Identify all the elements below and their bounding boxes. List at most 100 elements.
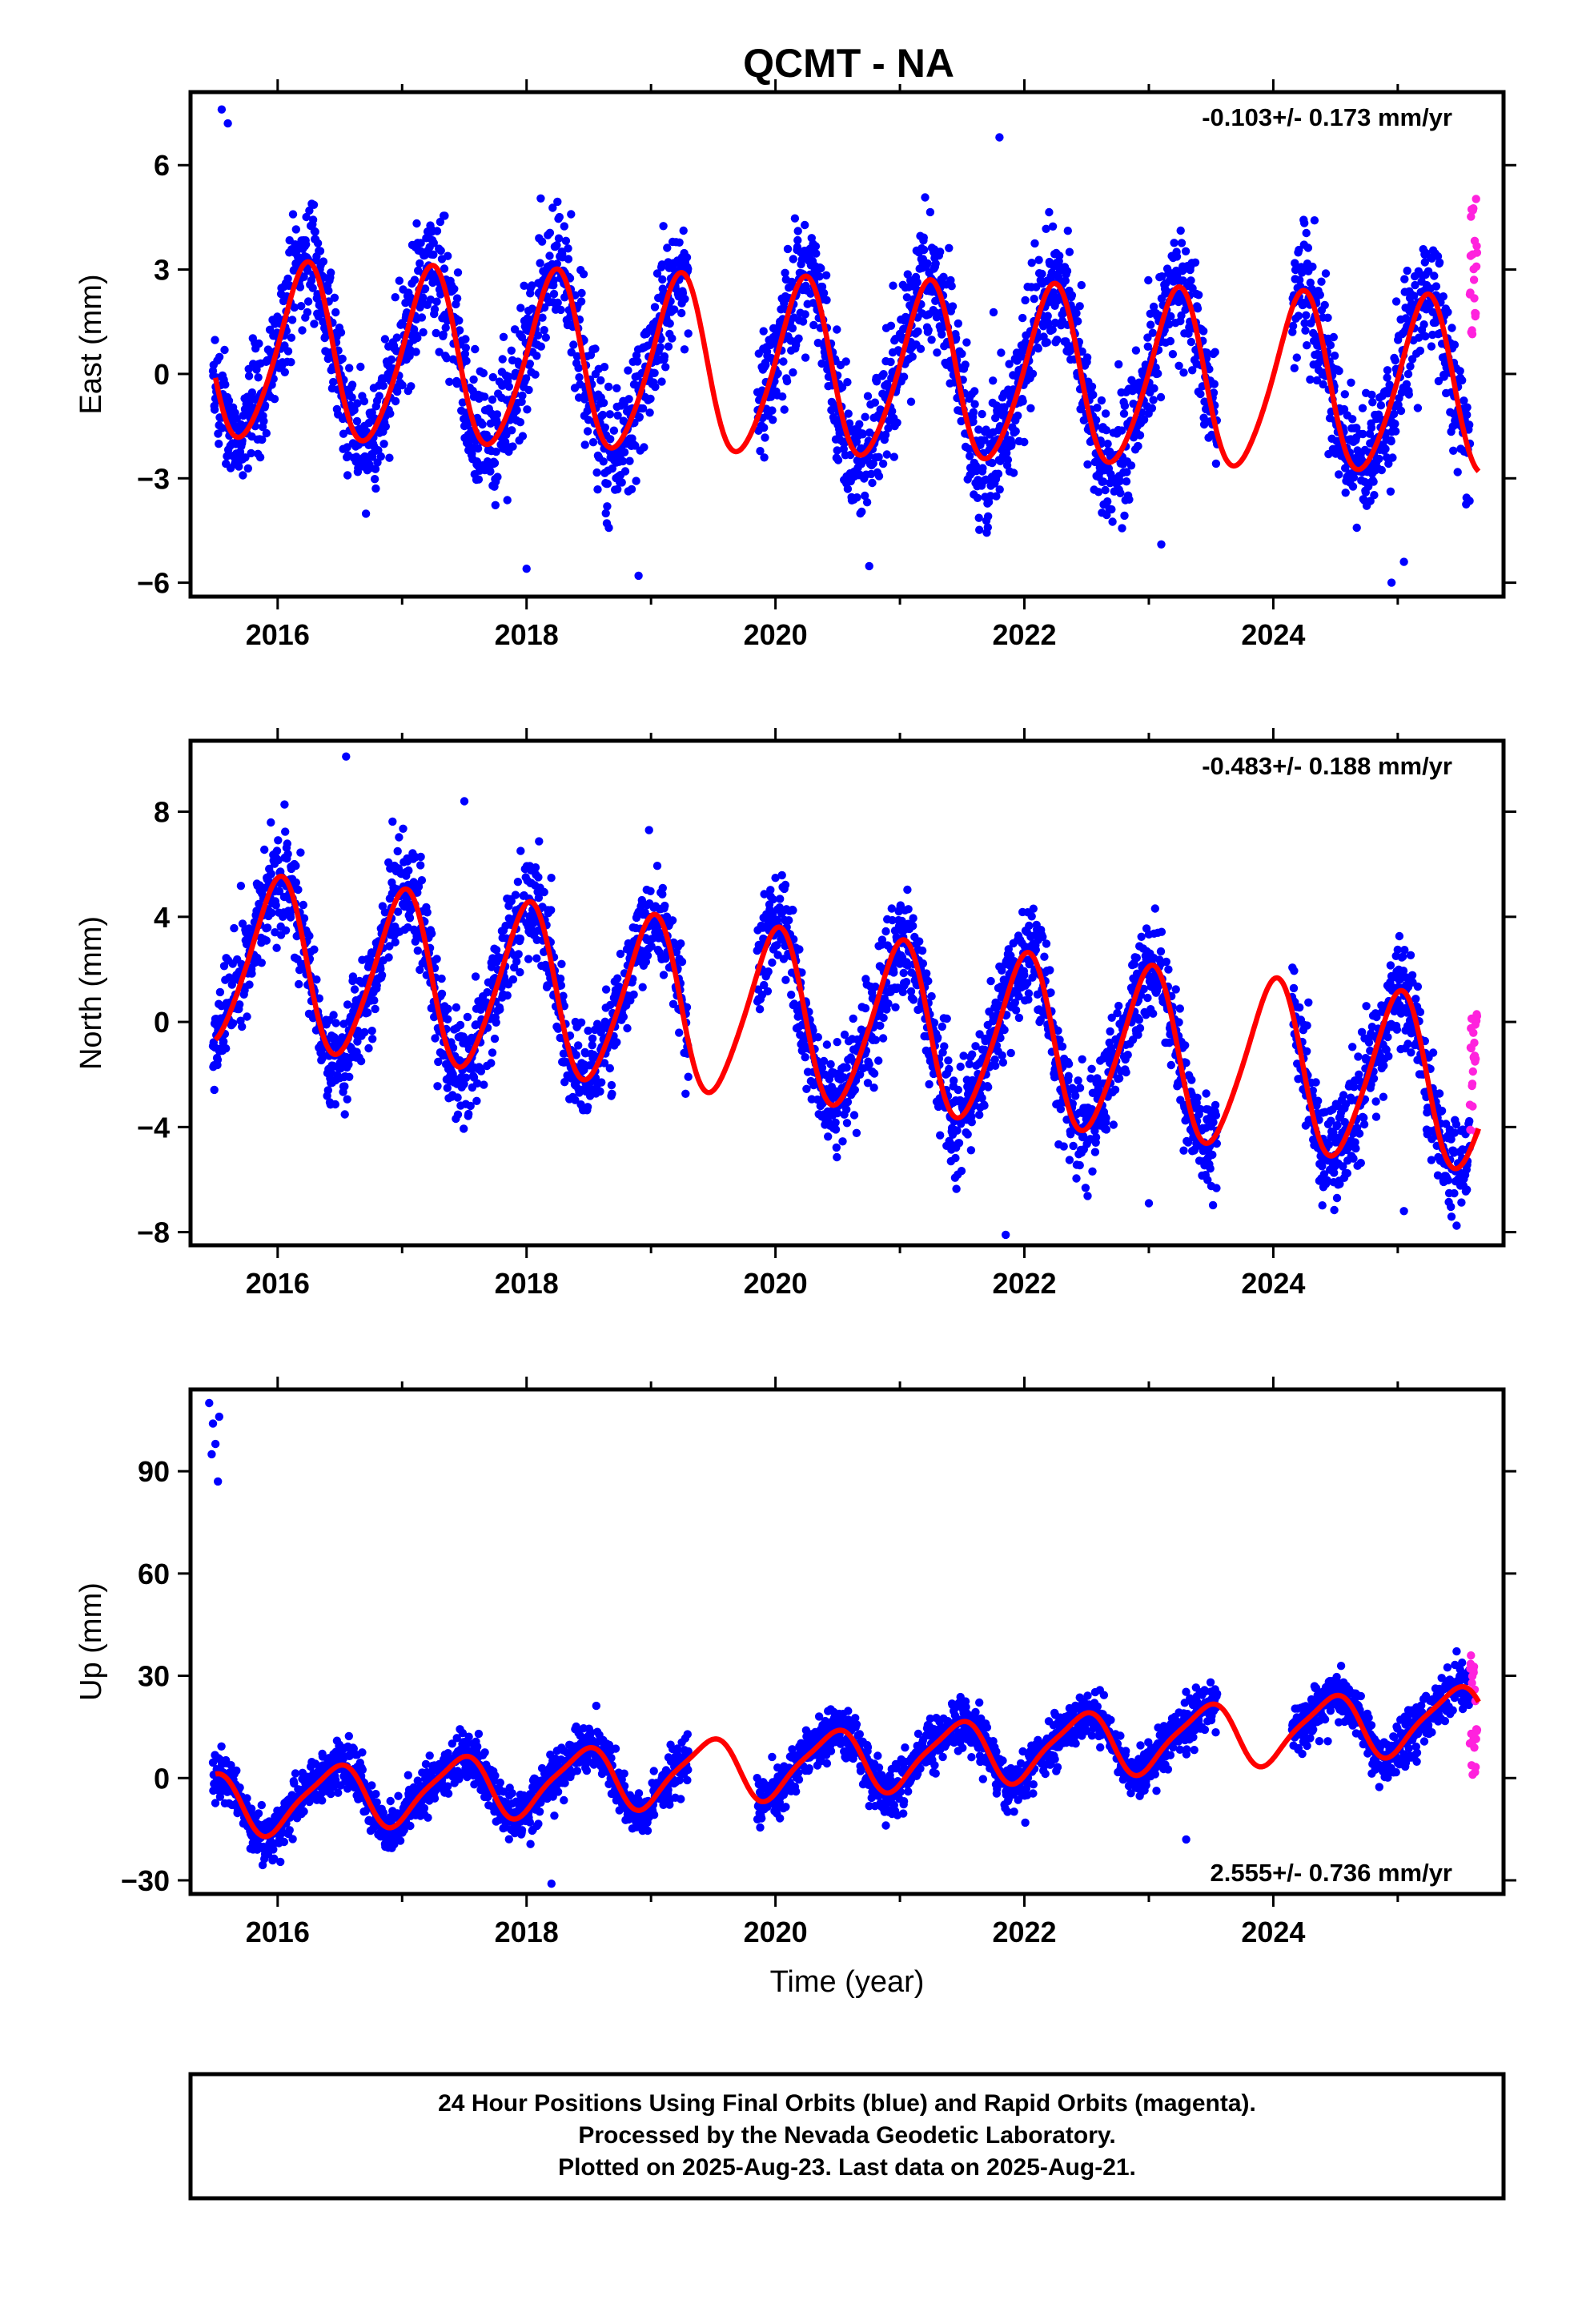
data-point-final — [295, 283, 305, 292]
data-point-final — [440, 264, 449, 273]
data-point-final — [359, 396, 369, 406]
data-point-final — [863, 392, 873, 400]
data-point-final — [549, 289, 559, 299]
data-point-final — [429, 250, 438, 259]
data-point-final — [1061, 276, 1070, 285]
data-point-final — [374, 446, 383, 455]
data-point-final — [934, 1033, 942, 1042]
data-point-final — [474, 475, 484, 484]
data-point-final — [429, 239, 438, 247]
data-point-final — [1352, 523, 1361, 533]
data-point-final — [267, 908, 276, 918]
data-point-final — [356, 1056, 366, 1066]
data-point-final — [969, 408, 978, 416]
data-point-final — [1120, 401, 1130, 410]
data-point-final — [569, 340, 578, 349]
data-point-final — [1366, 497, 1375, 505]
data-point-final — [456, 1020, 465, 1030]
data-point-final — [305, 931, 314, 940]
data-point-final — [1292, 353, 1302, 362]
data-point-final — [923, 259, 932, 268]
data-point-final — [308, 215, 318, 224]
data-point-final — [980, 436, 989, 444]
data-point-final — [1290, 364, 1299, 372]
data-point-final — [681, 1089, 690, 1099]
data-point-final — [1170, 239, 1178, 247]
data-point-final — [1387, 436, 1395, 446]
data-point-final — [764, 967, 773, 976]
data-point-final — [617, 478, 626, 487]
data-point-final — [340, 1082, 349, 1091]
data-point-final — [395, 833, 404, 842]
data-point-final — [1166, 336, 1175, 346]
data-point-final — [624, 395, 633, 404]
data-point-final — [973, 493, 982, 502]
data-point-final — [257, 959, 266, 967]
data-point-final — [416, 259, 424, 268]
data-point-final — [801, 1053, 809, 1062]
data-point-final — [849, 1111, 859, 1120]
data-point-final — [416, 852, 425, 862]
data-point-final — [1108, 517, 1117, 526]
data-point-final — [1148, 328, 1158, 337]
data-point-final — [1043, 312, 1052, 320]
data-point-final — [579, 270, 588, 279]
data-point-final — [1303, 341, 1311, 350]
data-point-final — [223, 119, 232, 128]
data-point-final — [833, 446, 841, 455]
data-point-final — [1294, 312, 1303, 320]
data-point-final — [255, 452, 265, 462]
data-point-final — [957, 1167, 966, 1176]
data-point-final — [781, 268, 789, 277]
data-point-final — [508, 975, 518, 984]
data-point-final — [879, 370, 888, 379]
data-point-final — [1443, 308, 1452, 316]
data-point-final — [548, 203, 557, 212]
data-point-final — [350, 985, 359, 994]
data-point-final — [843, 485, 853, 493]
data-point-final — [1315, 291, 1325, 300]
data-point-final — [294, 885, 303, 895]
data-point-final — [760, 453, 769, 462]
data-point-final — [437, 974, 446, 983]
data-point-final — [490, 1034, 500, 1043]
data-point-final — [634, 571, 643, 581]
data-point-final — [455, 326, 464, 335]
data-point-final — [1396, 406, 1406, 416]
data-point-final — [684, 329, 693, 338]
data-point-final — [460, 1080, 468, 1089]
data-point-final — [1134, 441, 1142, 451]
data-point-final — [576, 380, 584, 389]
data-point-final — [532, 954, 541, 963]
data-point-final — [1383, 373, 1391, 382]
data-point-final — [1042, 338, 1052, 347]
y-axis-label: East (mm) — [74, 274, 108, 414]
data-point-final — [1410, 292, 1419, 300]
data-point-final — [918, 959, 928, 968]
data-point-final — [1014, 1013, 1024, 1023]
data-point-final — [353, 399, 362, 408]
data-point-final — [970, 400, 979, 408]
data-point-final — [461, 344, 470, 352]
data-point-final — [512, 957, 521, 966]
data-point-final — [1009, 468, 1018, 477]
data-point-final — [308, 283, 317, 292]
data-point-final — [1139, 415, 1149, 424]
data-point-final — [487, 1059, 496, 1068]
data-point-final — [498, 355, 507, 364]
data-point-final — [886, 321, 896, 330]
data-point-final — [225, 973, 234, 982]
data-point-final — [436, 290, 445, 299]
data-point-final — [324, 286, 333, 296]
data-point-final — [1460, 396, 1468, 405]
data-point-final — [1075, 302, 1084, 311]
data-point-final — [606, 435, 615, 444]
model-fit-line — [212, 259, 1481, 473]
data-point-final — [315, 247, 325, 255]
data-point-final — [1191, 258, 1200, 267]
data-point-final — [908, 352, 917, 361]
data-point-final — [379, 440, 388, 448]
y-tick-label: 6 — [154, 149, 170, 182]
